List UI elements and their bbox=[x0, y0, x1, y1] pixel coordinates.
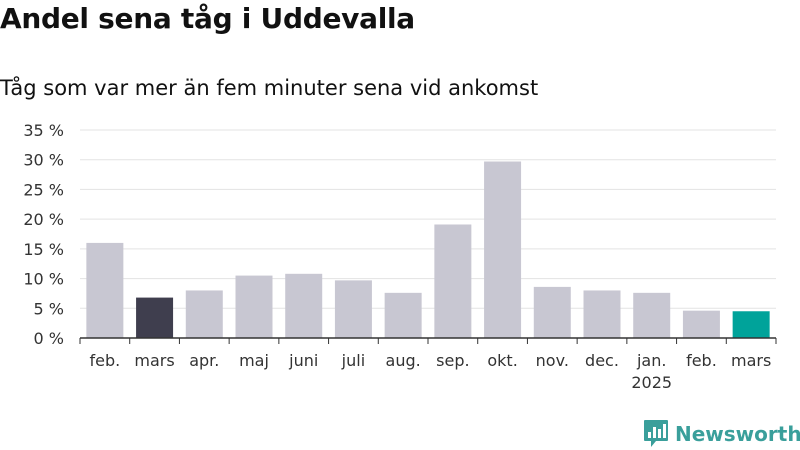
y-tick-label: 30 % bbox=[23, 151, 64, 170]
bar bbox=[583, 290, 621, 338]
y-tick-label: 10 % bbox=[23, 270, 64, 289]
chart-subtitle: Tåg som var mer än fem minuter sena vid … bbox=[0, 76, 539, 100]
bar bbox=[384, 292, 422, 338]
y-tick-label: 15 % bbox=[23, 240, 64, 259]
bar bbox=[533, 286, 571, 338]
bar bbox=[185, 290, 223, 338]
x-tick-label: nov. bbox=[536, 351, 569, 370]
x-tick-label: jan. bbox=[636, 351, 666, 370]
x-tick-label: maj bbox=[239, 351, 269, 370]
newsworthy-logo: Newsworthy bbox=[643, 419, 800, 449]
bar bbox=[732, 311, 770, 338]
bar-chart-speech-bubble-icon bbox=[644, 420, 668, 447]
x-tick-label: sep. bbox=[436, 351, 469, 370]
bar bbox=[86, 242, 124, 338]
y-tick-label: 0 % bbox=[34, 329, 64, 348]
bar bbox=[633, 292, 671, 338]
bar bbox=[136, 297, 174, 338]
brand-name: Newsworthy bbox=[675, 422, 800, 446]
x-tick-label: juni bbox=[288, 351, 318, 370]
x-tick-label: okt. bbox=[487, 351, 517, 370]
bar bbox=[334, 280, 372, 338]
x-tick-label: feb. bbox=[686, 351, 717, 370]
x-tick-label: dec. bbox=[585, 351, 619, 370]
bar bbox=[235, 275, 273, 338]
bar bbox=[682, 310, 720, 338]
x-tick-label: feb. bbox=[89, 351, 120, 370]
y-tick-label: 20 % bbox=[23, 210, 64, 229]
bar bbox=[484, 161, 522, 338]
x-tick-label: apr. bbox=[189, 351, 219, 370]
x-tick-label: mars bbox=[134, 351, 174, 370]
y-tick-label: 5 % bbox=[34, 299, 64, 318]
bar bbox=[434, 224, 472, 338]
x-tick-label: juli bbox=[341, 351, 365, 370]
chart-title: Andel sena tåg i Uddevalla bbox=[0, 2, 415, 35]
y-tick-label: 25 % bbox=[23, 180, 64, 199]
y-tick-label: 35 % bbox=[23, 121, 64, 140]
x-tick-sublabel: 2025 bbox=[631, 373, 672, 392]
bar bbox=[285, 273, 323, 338]
x-tick-label: mars bbox=[731, 351, 771, 370]
x-tick-label: aug. bbox=[386, 351, 421, 370]
